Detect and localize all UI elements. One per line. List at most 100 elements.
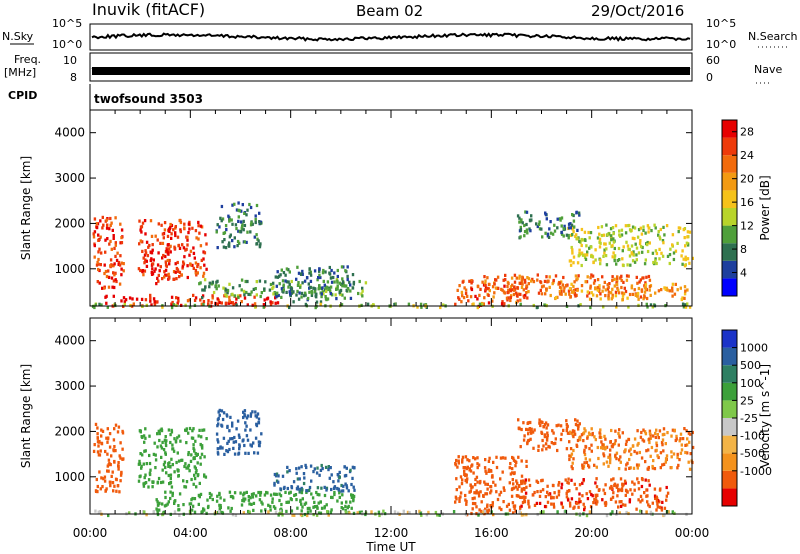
heatmap-cell [626, 490, 629, 494]
heatmap-cell [529, 437, 532, 441]
heatmap-cell [457, 461, 460, 465]
heatmap-cell [98, 439, 101, 444]
heatmap-cell [537, 448, 540, 452]
heatmap-cell [465, 499, 468, 504]
heatmap-cell [573, 292, 577, 297]
heatmap-cell [250, 290, 253, 294]
heatmap-cell [230, 506, 233, 511]
heatmap-cell [162, 253, 165, 258]
heatmap-cell [459, 495, 462, 499]
heatmap-cell [143, 481, 146, 485]
heatmap-cell [119, 222, 122, 226]
heatmap-cell [169, 465, 172, 469]
heatmap-cell [577, 505, 580, 509]
heatmap-cell [476, 456, 479, 460]
heatmap-cell [144, 251, 148, 255]
heatmap-cell [172, 228, 175, 232]
heatmap-cell [578, 239, 581, 243]
heatmap-cell [306, 513, 309, 518]
power-ylabel: Slant Range [km] [19, 156, 33, 260]
heatmap-cell [229, 509, 232, 513]
heatmap-cell [582, 478, 585, 482]
heatmap-cell [520, 285, 524, 289]
colorbar-swatch [722, 453, 737, 471]
heatmap-cell [162, 236, 165, 240]
heatmap-cell [637, 481, 640, 485]
heatmap-cell [141, 511, 145, 515]
heatmap-cell [326, 297, 330, 301]
heatmap-cell [339, 292, 342, 296]
heatmap-cell [617, 431, 620, 436]
heatmap-cell [509, 462, 512, 466]
heatmap-cell [265, 297, 269, 301]
heatmap-cell [197, 473, 200, 477]
heatmap-cell [528, 505, 531, 509]
heatmap-cell [148, 434, 151, 438]
heatmap-cell [199, 266, 202, 270]
heatmap-cell [96, 436, 99, 440]
heatmap-cell [305, 465, 308, 470]
heatmap-cell [170, 232, 173, 236]
heatmap-cell [645, 296, 649, 301]
heatmap-cell [667, 510, 670, 514]
heatmap-cell [527, 282, 530, 286]
heatmap-cell [561, 505, 565, 509]
heatmap-cell [104, 449, 107, 454]
heatmap-cell [115, 489, 118, 493]
heatmap-cell [624, 481, 627, 485]
heatmap-cell [622, 292, 626, 296]
heatmap-cell [452, 510, 456, 514]
heatmap-cell [554, 437, 557, 441]
heatmap-cell [141, 453, 144, 457]
heatmap-cell [642, 428, 645, 432]
heatmap-cell [161, 468, 164, 472]
heatmap-cell [608, 241, 611, 245]
heatmap-cell [333, 280, 336, 284]
heatmap-cell [257, 421, 260, 425]
heatmap-cell [160, 455, 163, 459]
heatmap-cell [681, 249, 684, 253]
heatmap-cell [117, 425, 121, 429]
heatmap-cell [342, 265, 345, 269]
heatmap-cell [163, 221, 167, 225]
heatmap-cell [157, 429, 160, 433]
heatmap-cell [549, 220, 552, 224]
heatmap-cell [277, 480, 280, 484]
heatmap-cell [246, 438, 250, 442]
x-tick-label: 00:00 [73, 526, 108, 540]
heatmap-cell [610, 497, 613, 501]
heatmap-cell [615, 282, 619, 286]
x-tick-label: 08:00 [273, 526, 308, 540]
heatmap-cell [604, 242, 607, 246]
heatmap-cell [657, 233, 660, 237]
heatmap-cell [608, 486, 612, 490]
heatmap-cell [599, 446, 603, 450]
heatmap-cell [466, 458, 469, 462]
heatmap-cell [304, 463, 307, 467]
heatmap-cell [469, 469, 473, 473]
heatmap-cell [684, 244, 687, 248]
heatmap-cell [567, 233, 570, 238]
heatmap-cell [302, 294, 306, 298]
heatmap-cell [604, 446, 607, 450]
heatmap-cell [182, 479, 185, 483]
heatmap-cell [545, 447, 548, 451]
heatmap-cell [546, 423, 550, 427]
heatmap-cell [210, 300, 213, 304]
heatmap-cell [143, 253, 147, 257]
heatmap-cell [321, 290, 324, 294]
heatmap-cell [252, 492, 255, 496]
heatmap-cell [145, 513, 148, 517]
heatmap-cell [228, 241, 231, 245]
heatmap-cell [108, 445, 112, 449]
heatmap-cell [178, 218, 181, 223]
heatmap-cell [295, 277, 298, 281]
heatmap-cell [279, 494, 283, 498]
heatmap-cell [237, 229, 240, 233]
heatmap-cell [576, 438, 580, 443]
heatmap-cell [264, 280, 267, 284]
heatmap-cell [143, 269, 147, 273]
heatmap-cell [214, 284, 218, 288]
heatmap-cell [193, 298, 197, 302]
heatmap-cell [678, 458, 681, 462]
